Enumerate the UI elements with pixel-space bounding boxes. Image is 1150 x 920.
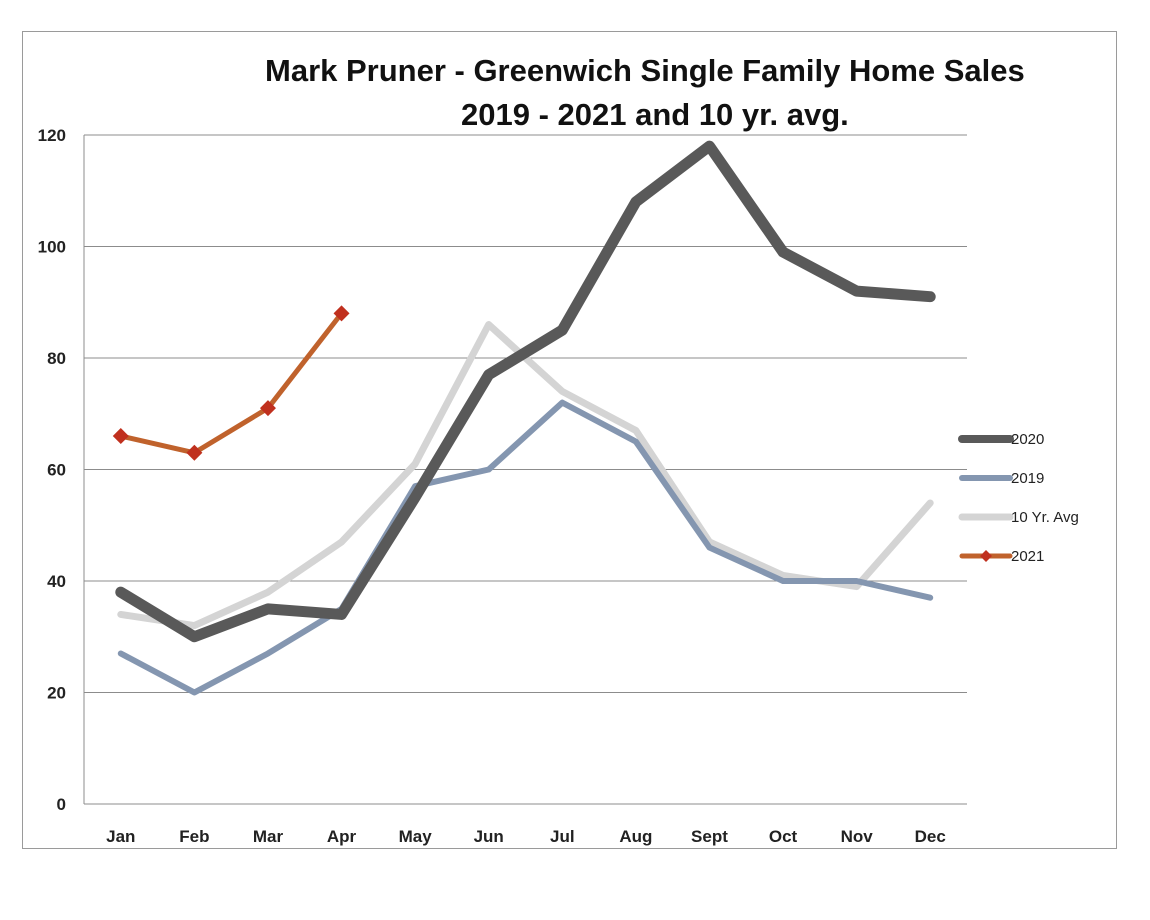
legend-label: 2020 (1011, 431, 1044, 448)
data-point (333, 305, 350, 322)
x-tick-label: Nov (841, 827, 874, 846)
y-tick-label: 0 (57, 795, 66, 814)
x-tick-label: Feb (179, 827, 209, 846)
series-line (115, 140, 936, 643)
x-tick-label: Mar (253, 827, 284, 846)
chart-frame (22, 31, 1117, 849)
y-tick-label: 60 (47, 461, 66, 480)
series-line (118, 310, 345, 456)
series-line (117, 399, 934, 696)
data-point (112, 428, 129, 445)
x-tick-label: Jan (106, 827, 135, 846)
x-tick-label: Jun (474, 827, 504, 846)
legend-marker (980, 550, 992, 562)
x-axis-ticks: Jan Feb Mar Apr May Jun Jul Aug Sept Oct Nov Dec (106, 827, 946, 846)
gridlines (83, 134, 967, 805)
y-tick-label: 120 (38, 126, 66, 145)
y-tick-label: 100 (38, 238, 66, 257)
chart-subtitle: 2019 - 2021 and 10 yr. avg. (461, 97, 849, 132)
legend: 2020 2019 10 Yr. Avg 2021 (958, 431, 1079, 565)
y-tick-label: 20 (47, 684, 66, 703)
x-tick-label: Jul (550, 827, 575, 846)
legend-label: 2021 (1011, 548, 1044, 565)
chart-title: Mark Pruner - Greenwich Single Family Ho… (265, 53, 1025, 88)
x-tick-label: Aug (619, 827, 652, 846)
y-axis-ticks: 0 20 40 60 80 100 120 (38, 126, 66, 814)
x-tick-label: May (399, 827, 433, 846)
x-tick-label: Sept (691, 827, 728, 846)
legend-label: 10 Yr. Avg (1011, 509, 1079, 526)
legend-label: 2019 (1011, 470, 1044, 487)
data-point (186, 444, 203, 461)
x-tick-label: Dec (915, 827, 946, 846)
y-tick-label: 80 (47, 349, 66, 368)
series-lines (112, 140, 936, 696)
x-tick-label: Oct (769, 827, 798, 846)
y-tick-label: 40 (47, 572, 66, 591)
data-point (259, 400, 276, 417)
x-tick-label: Apr (327, 827, 357, 846)
